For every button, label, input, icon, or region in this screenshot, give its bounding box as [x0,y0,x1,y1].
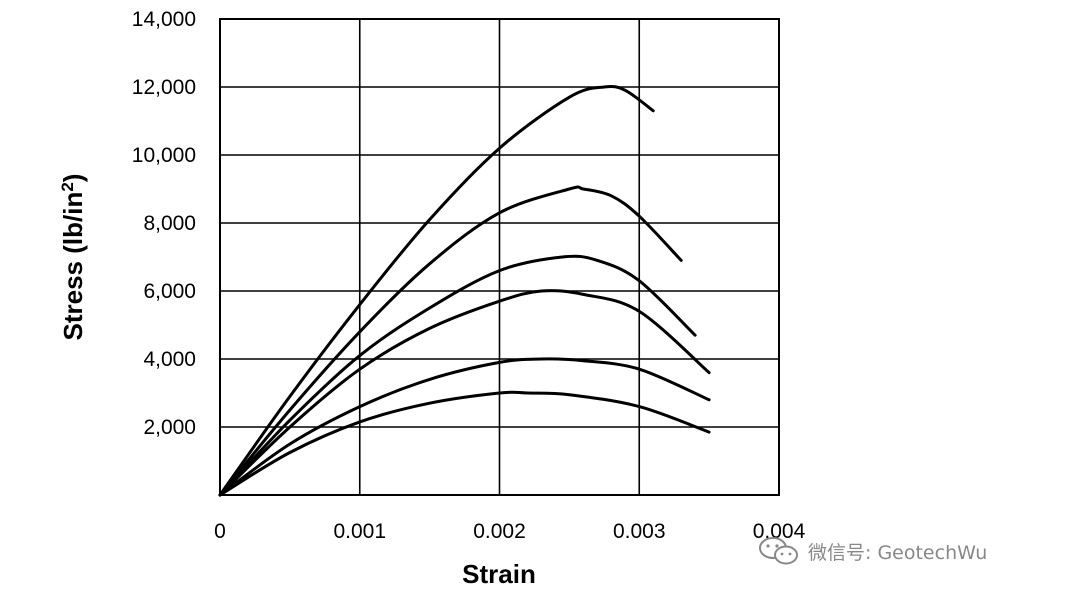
y-tick-label: 12,000 [132,76,196,99]
watermark-text: 微信号: GeotechWu [808,541,988,564]
y-axis-title: Stress (lb/in2) [58,174,89,341]
y-axis-title-main: Stress (lb/in [58,192,88,341]
x-tick-label: 0.001 [333,520,386,543]
series-line-curve-4000 [218,357,711,497]
y-tick-label: 4,000 [143,348,196,371]
series-line-curve-12000 [218,85,655,497]
x-origin-label: 0 [214,520,226,543]
plot-frame [219,18,780,496]
series-line-curve-3000 [218,390,711,497]
wechat-icon [759,537,798,565]
grid-lines [220,18,780,495]
x-tick-labels: 0 0.001 0.002 0.003 0.004 [214,520,805,543]
series-line-curve-7000 [218,254,697,497]
x-tick-label: 0.002 [473,520,526,543]
y-axis-title-close: ) [58,174,88,183]
y-tick-label: 2,000 [143,416,196,439]
series-line-curve-6000 [218,289,711,497]
series-line-curve-9000 [218,185,683,497]
x-tick-label: 0.003 [613,520,666,543]
y-tick-label: 10,000 [132,144,196,167]
x-axis-title: Strain [462,559,536,589]
y-tick-labels: 2,000 4,000 6,000 8,000 10,000 12,000 14,000 [132,8,196,439]
y-tick-label: 6,000 [143,280,196,303]
y-tick-label: 14,000 [132,8,196,31]
series-lines [218,85,711,497]
x-tick-label: 0.004 [753,520,806,543]
y-tick-label: 8,000 [143,212,196,235]
watermark: 微信号: GeotechWu [758,536,987,566]
y-axis-title-superscript: 2 [58,182,77,191]
